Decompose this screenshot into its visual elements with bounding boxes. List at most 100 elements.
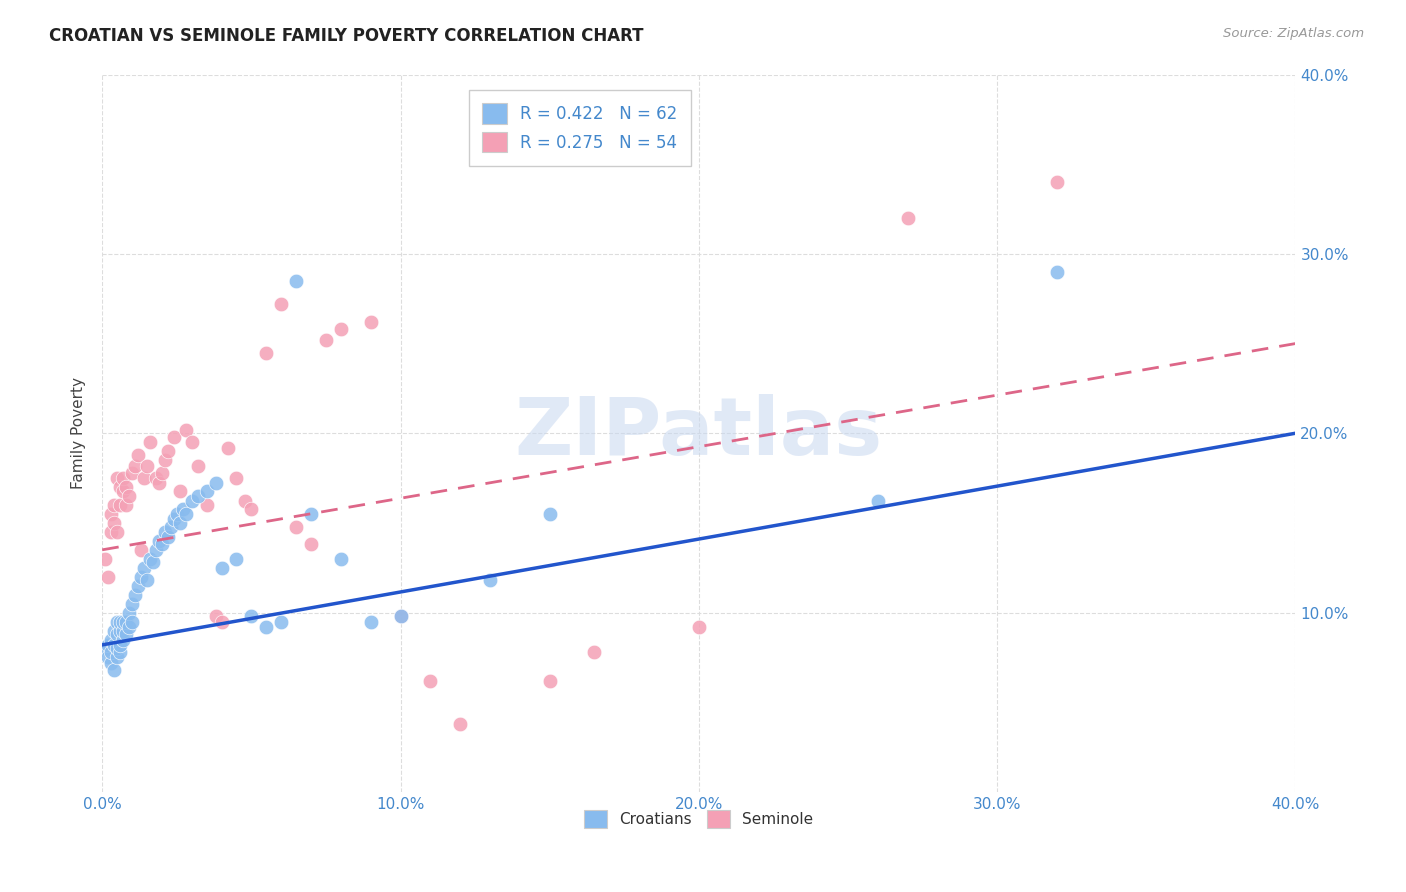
- Point: [115, 480, 138, 494]
- Point: [174, 507, 197, 521]
- Point: [204, 609, 226, 624]
- Point: [148, 533, 170, 548]
- Point: [129, 570, 152, 584]
- Point: [225, 551, 247, 566]
- Point: [225, 471, 247, 485]
- Point: [97, 650, 120, 665]
- Point: [127, 579, 149, 593]
- Point: [163, 512, 186, 526]
- Point: [285, 519, 308, 533]
- Point: [360, 315, 382, 329]
- Point: [136, 458, 159, 473]
- Point: [169, 516, 191, 530]
- Point: [270, 615, 292, 629]
- Y-axis label: Family Poverty: Family Poverty: [72, 377, 86, 489]
- Point: [897, 211, 920, 225]
- Point: [132, 471, 155, 485]
- Point: [240, 609, 263, 624]
- Text: CROATIAN VS SEMINOLE FAMILY POVERTY CORRELATION CHART: CROATIAN VS SEMINOLE FAMILY POVERTY CORR…: [49, 27, 644, 45]
- Point: [329, 551, 352, 566]
- Point: [121, 615, 143, 629]
- Point: [112, 615, 135, 629]
- Point: [150, 537, 173, 551]
- Point: [538, 507, 561, 521]
- Point: [145, 542, 167, 557]
- Point: [254, 620, 277, 634]
- Point: [195, 483, 218, 498]
- Point: [100, 507, 122, 521]
- Point: [112, 483, 135, 498]
- Point: [159, 519, 181, 533]
- Point: [112, 624, 135, 638]
- Point: [187, 458, 209, 473]
- Point: [204, 476, 226, 491]
- Point: [129, 542, 152, 557]
- Point: [142, 555, 165, 569]
- Point: [94, 641, 117, 656]
- Point: [121, 466, 143, 480]
- Point: [103, 663, 125, 677]
- Point: [360, 615, 382, 629]
- Point: [299, 537, 322, 551]
- Point: [156, 530, 179, 544]
- Point: [389, 609, 412, 624]
- Point: [217, 441, 239, 455]
- Point: [124, 588, 146, 602]
- Point: [211, 561, 233, 575]
- Point: [688, 620, 710, 634]
- Point: [105, 524, 128, 539]
- Point: [108, 615, 131, 629]
- Point: [139, 435, 162, 450]
- Point: [103, 624, 125, 638]
- Point: [100, 656, 122, 670]
- Point: [100, 524, 122, 539]
- Point: [115, 627, 138, 641]
- Point: [449, 716, 471, 731]
- Point: [156, 444, 179, 458]
- Point: [166, 507, 188, 521]
- Point: [108, 624, 131, 638]
- Point: [315, 333, 337, 347]
- Point: [103, 516, 125, 530]
- Point: [866, 494, 889, 508]
- Point: [105, 471, 128, 485]
- Point: [100, 632, 122, 647]
- Point: [419, 673, 441, 688]
- Point: [127, 448, 149, 462]
- Point: [150, 466, 173, 480]
- Point: [389, 609, 412, 624]
- Point: [103, 638, 125, 652]
- Point: [299, 507, 322, 521]
- Point: [153, 524, 176, 539]
- Point: [163, 430, 186, 444]
- Point: [169, 483, 191, 498]
- Point: [1046, 265, 1069, 279]
- Point: [538, 673, 561, 688]
- Text: Source: ZipAtlas.com: Source: ZipAtlas.com: [1223, 27, 1364, 40]
- Point: [115, 615, 138, 629]
- Point: [132, 561, 155, 575]
- Point: [235, 494, 257, 508]
- Point: [329, 322, 352, 336]
- Point: [108, 498, 131, 512]
- Point: [195, 498, 218, 512]
- Point: [105, 650, 128, 665]
- Point: [97, 570, 120, 584]
- Point: [148, 476, 170, 491]
- Point: [139, 551, 162, 566]
- Point: [112, 471, 135, 485]
- Point: [172, 501, 194, 516]
- Point: [100, 645, 122, 659]
- Point: [108, 638, 131, 652]
- Point: [1046, 175, 1069, 189]
- Point: [108, 480, 131, 494]
- Point: [145, 471, 167, 485]
- Point: [115, 498, 138, 512]
- Point: [136, 574, 159, 588]
- Point: [94, 551, 117, 566]
- Point: [240, 501, 263, 516]
- Point: [124, 458, 146, 473]
- Point: [180, 435, 202, 450]
- Point: [97, 638, 120, 652]
- Point: [118, 620, 141, 634]
